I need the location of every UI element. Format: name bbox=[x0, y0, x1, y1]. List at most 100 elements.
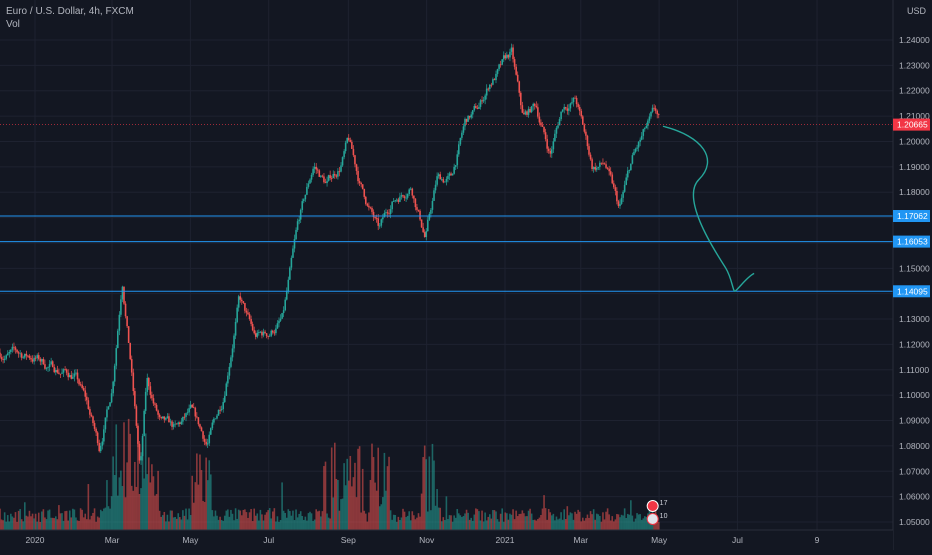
volume-bar bbox=[425, 459, 428, 530]
candle-body bbox=[110, 393, 113, 403]
volume-bar bbox=[160, 516, 162, 530]
price-tick-label: 1.06000 bbox=[899, 492, 930, 502]
candle-body bbox=[475, 105, 477, 109]
candle-body bbox=[479, 100, 482, 107]
candle-body bbox=[34, 357, 37, 359]
candle-body bbox=[318, 170, 321, 177]
event-badge-count-2: 10 bbox=[660, 513, 668, 520]
volume-bar bbox=[313, 519, 316, 530]
horizontal-levels bbox=[0, 124, 893, 292]
volume-bar bbox=[278, 521, 280, 530]
volume-bar bbox=[264, 514, 266, 530]
chart-legend: Euro / U.S. Dollar, 4h, FXCM Vol bbox=[6, 5, 134, 31]
price-tick-label: 1.20000 bbox=[899, 136, 930, 146]
volume-bar bbox=[544, 508, 547, 530]
volume-bar bbox=[515, 510, 517, 530]
candle-body bbox=[236, 307, 238, 322]
candle-body bbox=[603, 163, 606, 165]
candle-body bbox=[132, 372, 135, 392]
candle-body bbox=[430, 209, 432, 214]
candle-body bbox=[140, 456, 142, 461]
candle-body bbox=[313, 166, 316, 169]
price-tick-label: 1.07000 bbox=[899, 466, 930, 476]
candle-body bbox=[306, 186, 308, 195]
volume-bar bbox=[385, 490, 387, 530]
price-tick-label: 1.11000 bbox=[899, 365, 929, 375]
candle-body bbox=[402, 195, 404, 197]
candle-body bbox=[135, 406, 138, 426]
volume-bar bbox=[95, 521, 97, 530]
volume-bar bbox=[143, 478, 145, 530]
time-tick-label: Sep bbox=[341, 535, 356, 545]
volume-bar bbox=[304, 516, 307, 530]
candle-body bbox=[507, 54, 510, 58]
volume-bar bbox=[210, 474, 212, 530]
volume-bar bbox=[475, 508, 477, 530]
candle-body bbox=[351, 141, 353, 149]
candle-body bbox=[526, 111, 528, 115]
candle-body bbox=[608, 168, 610, 172]
volume-bar bbox=[115, 424, 118, 530]
candle-body bbox=[36, 355, 38, 359]
volume-bar bbox=[509, 513, 511, 530]
candle-body bbox=[58, 372, 60, 374]
candle-body bbox=[172, 424, 175, 427]
candle-body bbox=[456, 154, 459, 166]
volume-bar bbox=[423, 445, 426, 530]
price-axis-bg bbox=[893, 0, 932, 550]
event-badge-2[interactable]: 10 bbox=[646, 513, 668, 525]
volume-bar bbox=[262, 520, 265, 530]
volume-bar bbox=[242, 509, 245, 530]
candle-body bbox=[640, 135, 643, 140]
volume-bar bbox=[569, 512, 572, 530]
candle-body bbox=[594, 166, 596, 170]
volume-bar bbox=[619, 517, 621, 530]
candle-body bbox=[65, 369, 68, 373]
volume-bar bbox=[382, 497, 384, 530]
volume-bar bbox=[292, 510, 294, 530]
volume-bar bbox=[625, 517, 627, 530]
volume-bar bbox=[527, 510, 530, 530]
volume-bar bbox=[253, 508, 255, 530]
candle-body bbox=[267, 336, 269, 337]
candle-body bbox=[203, 438, 206, 442]
volume-bar bbox=[47, 510, 49, 530]
candle-body bbox=[89, 409, 91, 415]
volume-bar bbox=[330, 447, 333, 530]
candle-body bbox=[241, 299, 243, 302]
volume-bar bbox=[657, 521, 660, 530]
volume-bar bbox=[180, 519, 183, 530]
volume-bar bbox=[137, 425, 139, 530]
candle-body bbox=[392, 201, 395, 202]
volume-bar bbox=[197, 484, 200, 530]
volume-bar bbox=[5, 521, 7, 530]
candle-body bbox=[245, 310, 248, 313]
event-badge-1[interactable]: 17 bbox=[646, 500, 668, 512]
volume-bar bbox=[537, 519, 539, 530]
volume-bar bbox=[416, 517, 418, 530]
candle-body bbox=[650, 111, 652, 117]
volume-bar bbox=[247, 517, 249, 530]
volume-bar bbox=[2, 520, 4, 530]
volume-bar bbox=[499, 513, 502, 530]
volume-bar bbox=[352, 477, 355, 530]
volume-bar bbox=[630, 500, 632, 530]
candle-body bbox=[540, 122, 542, 126]
volume-bar bbox=[36, 521, 38, 530]
candle-body bbox=[358, 181, 361, 183]
candle-body bbox=[391, 201, 393, 210]
candle-body bbox=[588, 146, 590, 155]
candle-body bbox=[324, 182, 327, 184]
candle-body bbox=[355, 164, 358, 171]
candle-body bbox=[64, 369, 66, 371]
candle-body bbox=[458, 144, 460, 155]
volume-bar bbox=[234, 508, 237, 530]
candle-body bbox=[450, 173, 452, 176]
candle-body bbox=[657, 114, 660, 116]
candle-body bbox=[39, 358, 42, 362]
candle-body bbox=[53, 367, 56, 373]
volume-bar bbox=[631, 515, 634, 530]
candle-body bbox=[285, 290, 288, 300]
